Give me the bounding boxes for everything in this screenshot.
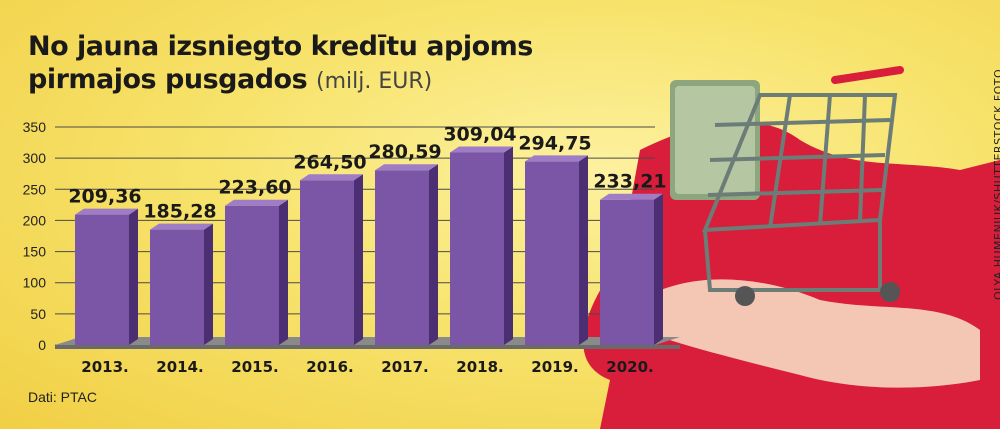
hand-shape — [640, 279, 980, 388]
title-unit: (milj. EUR) — [316, 69, 433, 94]
bar — [75, 214, 129, 345]
chart-title: No jauna izsniegto kredītu apjoms pirmaj… — [28, 30, 533, 98]
x-tick-label: 2019. — [531, 358, 578, 376]
data-label: 280,59 — [368, 141, 441, 163]
x-tick-label: 2017. — [381, 358, 428, 376]
data-source: Dati: PTAC — [28, 389, 97, 405]
y-tick-label: 300 — [23, 150, 47, 166]
y-tick-label: 250 — [23, 181, 47, 197]
bar-top — [75, 208, 138, 215]
bar-top — [225, 199, 288, 206]
bar-side — [579, 155, 588, 345]
bar — [150, 229, 204, 345]
bar — [600, 199, 654, 345]
data-label: 309,04 — [443, 124, 516, 146]
bar-side — [354, 174, 363, 345]
axis-base — [55, 345, 680, 349]
x-tick-label: 2013. — [81, 358, 128, 376]
x-tick-label: 2016. — [306, 358, 353, 376]
cart-wheel-icon — [735, 286, 755, 306]
bar-top — [600, 193, 663, 200]
y-tick-label: 100 — [23, 275, 47, 291]
bar — [300, 180, 354, 345]
y-tick-label: 200 — [23, 212, 47, 228]
bar-top — [150, 223, 213, 230]
y-tick-label: 350 — [23, 119, 47, 135]
title-line-1: No jauna izsniegto kredītu apjoms — [28, 31, 533, 62]
bar-side — [204, 223, 213, 345]
bar-side — [129, 208, 138, 345]
bar-side — [654, 193, 663, 345]
x-tick-label: 2018. — [456, 358, 503, 376]
data-label: 223,60 — [218, 177, 291, 199]
bar — [525, 161, 579, 345]
title-line-2: pirmajos pusgados (milj. EUR) — [28, 63, 533, 98]
data-label: 294,75 — [518, 132, 591, 154]
bar-top — [450, 146, 513, 153]
x-tick-label: 2015. — [231, 358, 278, 376]
bar-top — [375, 164, 438, 171]
data-label: 264,50 — [293, 151, 366, 173]
bar-side — [504, 146, 513, 345]
cart-frame-icon — [701, 93, 898, 292]
data-label: 185,28 — [143, 201, 216, 223]
data-label: 233,21 — [593, 171, 666, 193]
y-tick-label: 150 — [23, 244, 47, 260]
title-line-2-text: pirmajos pusgados — [28, 64, 308, 95]
bar — [225, 205, 279, 345]
bar-side — [279, 199, 288, 345]
photo-credit: OLYA HUMENIUK/SHUTTERSTOCK FOTO — [992, 68, 1000, 300]
bar-top — [300, 174, 363, 181]
data-label: 209,36 — [68, 186, 141, 208]
y-tick-label: 50 — [30, 306, 46, 322]
bar-top — [525, 155, 588, 162]
bar-side — [429, 164, 438, 345]
cart-handle-icon — [831, 66, 904, 84]
x-tick-label: 2020. — [606, 358, 653, 376]
bar — [450, 152, 504, 345]
x-tick-label: 2014. — [156, 358, 203, 376]
cart-wheel-icon — [880, 282, 900, 302]
y-tick-label: 0 — [38, 337, 46, 353]
bar — [375, 170, 429, 345]
